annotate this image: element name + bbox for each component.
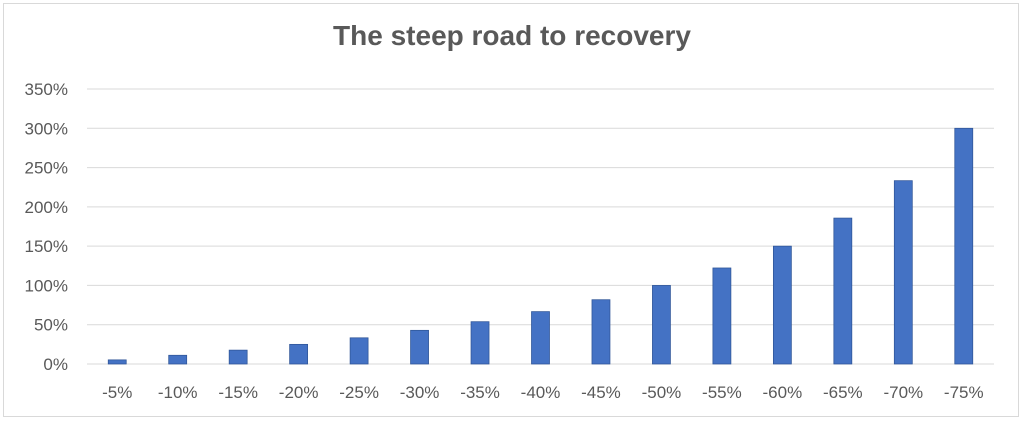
- bar: [470, 321, 490, 365]
- bar: [954, 127, 974, 365]
- x-tick-label: -10%: [158, 383, 198, 402]
- bar: [168, 354, 188, 365]
- y-tick-label: 100%: [25, 276, 68, 295]
- bar: [531, 311, 550, 365]
- bar: [107, 359, 127, 365]
- x-tick-label: -15%: [218, 383, 258, 402]
- y-tick-label: 200%: [25, 198, 68, 217]
- chart-title: The steep road to recovery: [333, 20, 691, 51]
- y-tick-label: 350%: [25, 80, 68, 99]
- x-tick-label: -25%: [339, 383, 379, 402]
- bar: [712, 267, 732, 365]
- x-axis-ticks: -5% -10% -15% -20% -25% -30% -35% -40% -45% -50% -…: [102, 383, 983, 402]
- x-tick-label: -65%: [823, 383, 863, 402]
- x-tick-label: -45%: [581, 383, 621, 402]
- x-tick-label: -20%: [279, 383, 319, 402]
- y-axis-ticks: 0% 50% 100% 150% 200% 250% 300% 350%: [25, 80, 68, 374]
- bar: [228, 349, 248, 365]
- y-tick-label: 0%: [43, 355, 68, 374]
- bar: [349, 337, 369, 365]
- x-tick-label: -40%: [521, 383, 561, 402]
- bar: [410, 329, 429, 365]
- bar: [652, 285, 671, 365]
- x-tick-label: -75%: [944, 383, 984, 402]
- x-tick-label: -55%: [702, 383, 742, 402]
- bar: [833, 217, 853, 365]
- bar: [893, 180, 913, 365]
- x-tick-label: -35%: [460, 383, 500, 402]
- bar: [591, 299, 611, 365]
- x-tick-label: -70%: [883, 383, 923, 402]
- y-tick-label: 150%: [25, 237, 68, 256]
- y-tick-label: 250%: [25, 159, 68, 178]
- y-tick-label: 300%: [25, 119, 68, 138]
- x-tick-label: -5%: [102, 383, 132, 402]
- bar: [772, 245, 792, 365]
- bars: [107, 127, 974, 365]
- y-tick-label: 50%: [34, 316, 68, 335]
- x-tick-label: -60%: [763, 383, 803, 402]
- x-tick-label: -30%: [400, 383, 440, 402]
- x-tick-label: -50%: [642, 383, 682, 402]
- bar: [289, 343, 309, 365]
